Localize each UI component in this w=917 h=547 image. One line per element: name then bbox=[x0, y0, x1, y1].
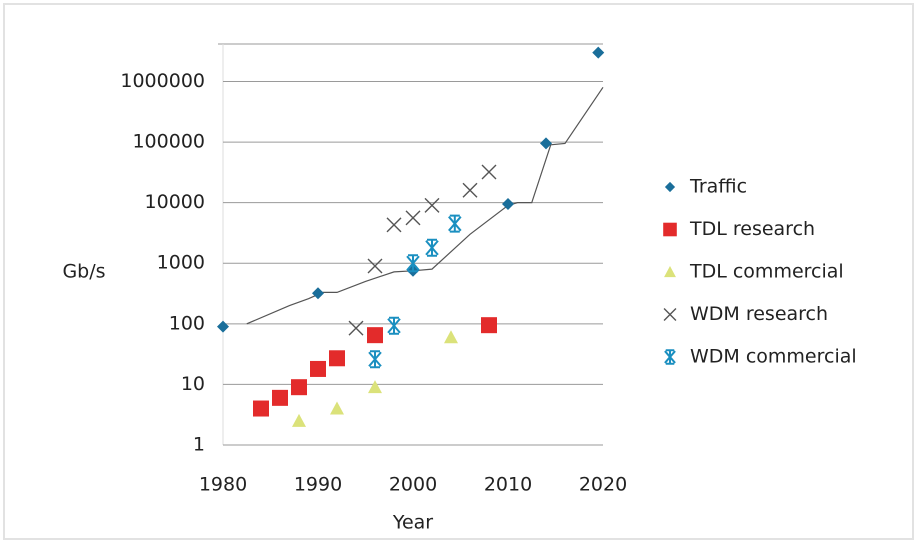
y-tick-label: 100 bbox=[169, 312, 205, 334]
legend-label: Traffic bbox=[689, 176, 747, 198]
marker-square bbox=[663, 222, 677, 237]
marker-asterisk bbox=[448, 214, 462, 233]
legend-label: TDL commercial bbox=[689, 261, 844, 283]
marker-square bbox=[329, 350, 345, 367]
x-tick-label: 2020 bbox=[579, 474, 627, 496]
legend-label: WDM research bbox=[690, 303, 828, 325]
marker-x bbox=[462, 182, 478, 198]
marker-diamond bbox=[312, 287, 324, 300]
legend-label: WDM commercial bbox=[690, 346, 857, 368]
marker-square bbox=[253, 400, 269, 417]
marker-asterisk bbox=[425, 238, 439, 257]
x-tick-label: 1990 bbox=[294, 474, 342, 496]
marker-triangle bbox=[664, 266, 676, 278]
x-axis-label: Year bbox=[392, 512, 433, 534]
y-axis-label: Gb/s bbox=[62, 261, 105, 283]
marker-square bbox=[481, 317, 497, 334]
marker-asterisk bbox=[664, 349, 676, 365]
marker-x bbox=[386, 217, 402, 233]
marker-asterisk bbox=[368, 350, 382, 369]
marker-square bbox=[367, 327, 383, 344]
marker-diamond bbox=[502, 198, 514, 211]
x-tick-label: 2000 bbox=[389, 474, 437, 496]
y-tick-label: 10000 bbox=[145, 191, 205, 213]
y-tick-label: 1 bbox=[193, 434, 205, 456]
marker-triangle bbox=[368, 380, 382, 394]
y-tick-label: 10 bbox=[181, 373, 205, 395]
y-tick-label: 100000 bbox=[132, 131, 205, 153]
marker-x bbox=[367, 258, 383, 274]
marker-x bbox=[405, 210, 421, 226]
legend-label: TDL research bbox=[689, 218, 815, 240]
marker-diamond bbox=[540, 137, 552, 150]
marker-asterisk bbox=[387, 316, 401, 335]
marker-triangle bbox=[444, 330, 458, 344]
marker-x bbox=[481, 164, 497, 180]
marker-diamond bbox=[217, 320, 229, 333]
marker-square bbox=[310, 360, 326, 377]
x-tick-label: 2010 bbox=[484, 474, 532, 496]
marker-x bbox=[348, 320, 364, 336]
marker-x bbox=[663, 308, 677, 321]
y-tick-label: 1000 bbox=[157, 252, 205, 274]
marker-triangle bbox=[330, 401, 344, 415]
marker-asterisk bbox=[406, 254, 420, 273]
marker-triangle bbox=[292, 413, 306, 427]
trend-line bbox=[246, 87, 604, 325]
marker-square bbox=[272, 389, 288, 406]
frame bbox=[3, 3, 914, 540]
marker-x bbox=[424, 197, 440, 213]
marker-square bbox=[291, 379, 307, 396]
x-tick-label: 1980 bbox=[199, 474, 247, 496]
marker-diamond bbox=[664, 181, 676, 193]
marker-diamond bbox=[592, 46, 605, 59]
y-tick-label: 1000000 bbox=[120, 70, 205, 92]
